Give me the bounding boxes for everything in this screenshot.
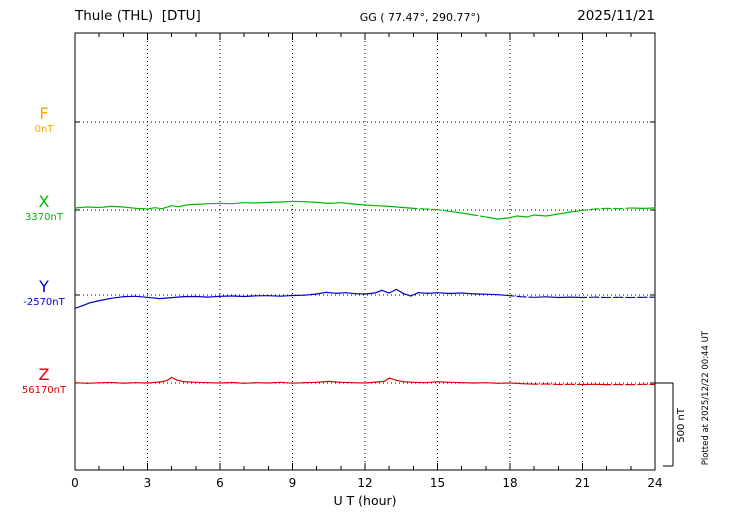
svg-text:9: 9 [289, 476, 297, 490]
plotted-at-text: Plotted at 2025/12/22 00:44 UT [701, 330, 711, 466]
svg-text:12: 12 [357, 476, 372, 490]
series-baseline-f: 0nT [34, 123, 54, 135]
svg-text:0: 0 [71, 476, 79, 490]
series-letter-y: Y [39, 277, 49, 296]
svg-text:15: 15 [430, 476, 445, 490]
series-label-x: X 3370nT [12, 192, 76, 223]
svg-text:6: 6 [216, 476, 224, 490]
series-label-f: F 0nT [12, 104, 76, 135]
scale-bar-text: 500 nT [676, 407, 687, 443]
series-baseline-x: 3370nT [25, 211, 63, 223]
x-axis-label: U T (hour) [333, 493, 397, 508]
series-baseline-y: -2570nT [23, 296, 65, 308]
series-label-z: Z 56170nT [12, 365, 76, 396]
scale-bar-label: 500 nT [676, 383, 687, 467]
geographic-coordinates: GG ( 77.47°, 290.77°) [359, 11, 481, 24]
series-letter-z: Z [38, 365, 50, 384]
station-title: Thule (THL) [DTU] [75, 8, 201, 24]
series-label-y: Y -2570nT [12, 277, 76, 308]
svg-text:21: 21 [575, 476, 590, 490]
series-baseline-z: 56170nT [21, 384, 67, 396]
series-letter-x: X [38, 192, 50, 211]
svg-text:18: 18 [502, 476, 517, 490]
plot-date: 2025/11/21 [577, 8, 655, 24]
svg-text:24: 24 [647, 476, 662, 490]
plotted-at-note: Plotted at 2025/12/22 00:44 UT [701, 322, 711, 474]
svg-text:3: 3 [144, 476, 152, 490]
series-letter-f: F [39, 104, 49, 123]
